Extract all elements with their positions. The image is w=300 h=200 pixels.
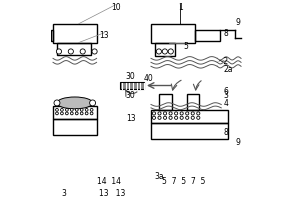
- Bar: [53, 24, 97, 43]
- Circle shape: [168, 49, 173, 54]
- Circle shape: [164, 112, 166, 115]
- Bar: [57, 43, 91, 55]
- Text: 3: 3: [223, 91, 228, 100]
- Circle shape: [61, 112, 63, 115]
- Circle shape: [186, 112, 189, 115]
- Circle shape: [56, 49, 61, 54]
- Circle shape: [162, 49, 167, 54]
- Bar: [53, 106, 97, 119]
- Circle shape: [152, 116, 155, 119]
- Circle shape: [56, 108, 58, 111]
- Circle shape: [158, 116, 161, 119]
- Circle shape: [169, 112, 172, 115]
- Circle shape: [80, 108, 83, 111]
- Circle shape: [65, 112, 68, 115]
- Text: 13: 13: [100, 31, 109, 40]
- Text: 10: 10: [112, 3, 121, 12]
- Bar: [187, 94, 200, 110]
- Circle shape: [90, 108, 93, 111]
- Circle shape: [85, 112, 88, 115]
- Circle shape: [186, 116, 189, 119]
- Text: 13: 13: [126, 114, 136, 123]
- Text: 1: 1: [178, 3, 182, 12]
- Circle shape: [92, 49, 97, 54]
- Bar: [194, 30, 220, 41]
- Circle shape: [75, 112, 78, 115]
- Circle shape: [197, 116, 200, 119]
- Text: 30: 30: [125, 72, 135, 81]
- Bar: [120, 82, 144, 89]
- Circle shape: [175, 112, 178, 115]
- Circle shape: [191, 116, 194, 119]
- Circle shape: [65, 108, 68, 111]
- Bar: [151, 123, 228, 139]
- Circle shape: [152, 112, 155, 115]
- Circle shape: [156, 49, 161, 54]
- Text: 5  7  5  7  5: 5 7 5 7 5: [162, 177, 205, 186]
- Bar: [155, 43, 175, 56]
- Circle shape: [90, 100, 96, 106]
- Text: 3a: 3a: [154, 172, 164, 181]
- Circle shape: [70, 112, 73, 115]
- Text: 2a: 2a: [223, 65, 233, 74]
- Ellipse shape: [57, 97, 93, 109]
- Circle shape: [180, 116, 183, 119]
- Circle shape: [54, 100, 60, 106]
- Circle shape: [80, 49, 85, 54]
- Text: 30: 30: [125, 91, 135, 100]
- Bar: [53, 119, 97, 135]
- Circle shape: [175, 116, 178, 119]
- Circle shape: [197, 112, 200, 115]
- Text: 6: 6: [223, 87, 228, 96]
- Circle shape: [75, 108, 78, 111]
- Circle shape: [56, 112, 58, 115]
- Circle shape: [158, 112, 161, 115]
- Text: 3: 3: [61, 189, 66, 198]
- Text: 5: 5: [183, 42, 188, 51]
- Circle shape: [169, 116, 172, 119]
- Text: 8: 8: [223, 29, 228, 38]
- Text: 8: 8: [223, 128, 228, 137]
- Circle shape: [80, 112, 83, 115]
- Circle shape: [68, 49, 74, 54]
- Text: 9: 9: [235, 18, 240, 27]
- Circle shape: [164, 116, 166, 119]
- Text: 13   13: 13 13: [98, 189, 125, 198]
- Bar: [151, 110, 228, 123]
- Bar: [159, 94, 172, 110]
- Circle shape: [191, 112, 194, 115]
- Text: ~2: ~2: [217, 57, 228, 66]
- Circle shape: [85, 108, 88, 111]
- Text: 9: 9: [235, 138, 240, 147]
- Circle shape: [90, 112, 93, 115]
- Text: 14  14: 14 14: [97, 177, 121, 186]
- Bar: [51, 30, 53, 41]
- Text: 40: 40: [143, 74, 153, 83]
- Bar: [151, 24, 194, 43]
- Circle shape: [61, 108, 63, 111]
- Text: 4: 4: [223, 99, 228, 108]
- Circle shape: [70, 108, 73, 111]
- Circle shape: [180, 112, 183, 115]
